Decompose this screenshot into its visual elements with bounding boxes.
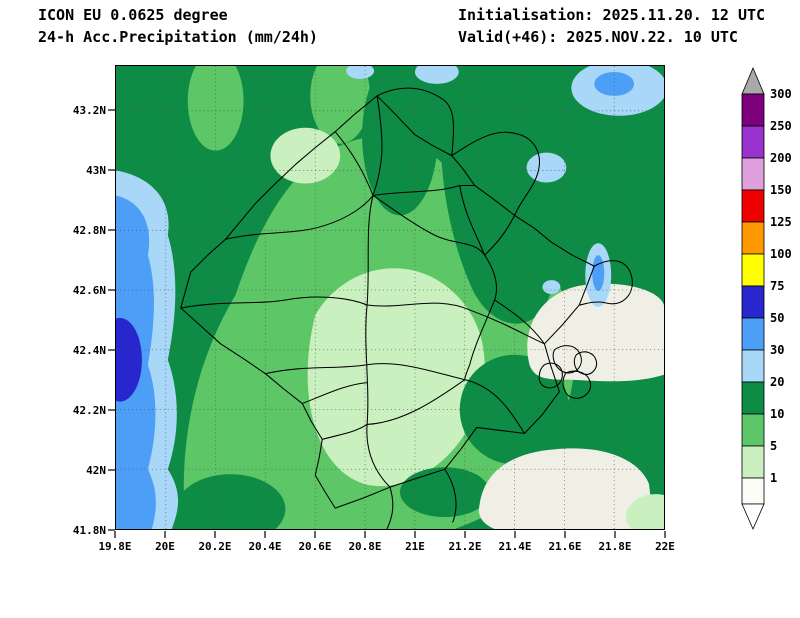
municipality-border [321, 423, 368, 440]
y-tick-label: 43N [86, 164, 106, 177]
precip-fill-layer [116, 66, 664, 529]
colorbar-label: 150 [770, 183, 792, 197]
y-tick-label: 41.8N [73, 524, 106, 537]
colorbar-segment [741, 125, 765, 159]
precip-region-30-50 [592, 255, 605, 292]
y-axis: 43.2N 43N 42.8N 42.6N 42.4N 42.2N 42N 41… [73, 104, 115, 537]
municipality-border [464, 299, 496, 381]
valid-time: Valid(+46): 2025.NOV.22. 10 UTC [458, 28, 738, 46]
y-tick-label: 42.8N [73, 224, 106, 237]
precip-region-50-75 [116, 317, 142, 402]
precip-region-10-20 [399, 467, 490, 518]
municipality-border [451, 131, 540, 216]
x-tick-label: 20E [155, 540, 175, 553]
colorbar-segment [741, 381, 765, 415]
precip-region-20-30 [414, 66, 459, 84]
colorbar-label: 75 [770, 279, 784, 293]
model-title: ICON EU 0.0625 degree [38, 6, 228, 24]
x-tick-label: 22E [655, 540, 675, 553]
x-tick-label: 20.6E [298, 540, 331, 553]
colorbar-label: 100 [770, 247, 792, 261]
municipality-border [334, 131, 374, 196]
municipality-border [578, 260, 633, 306]
precip-region-lt1 [478, 448, 655, 529]
municipality-border [444, 468, 457, 523]
colorbar-segment [741, 253, 765, 287]
precip-region-1-5 [626, 494, 664, 529]
colorbar-label: 5 [770, 439, 777, 453]
municipality-border [376, 87, 455, 157]
municipality-border [459, 184, 486, 256]
municipality-border [538, 362, 563, 389]
x-tick-label: 21.6E [548, 540, 581, 553]
colorbar-segment [741, 445, 765, 479]
municipality-border [573, 351, 598, 375]
x-tick-label: 20.4E [248, 540, 281, 553]
x-tick-label: 20.8E [348, 540, 381, 553]
x-tick-label: 19.8E [98, 540, 131, 553]
y-tick-label: 42.4N [73, 344, 106, 357]
precip-region-20-30 [346, 66, 375, 79]
precip-region-lt1 [527, 283, 664, 382]
y-tick-label: 42.6N [73, 284, 106, 297]
precip-region-10-20 [362, 66, 438, 216]
colorbar-label: 50 [770, 311, 784, 325]
colorbar-segment [741, 285, 765, 319]
colorbar-label: 300 [770, 87, 792, 101]
colorbar-segment [741, 93, 765, 127]
colorbar-segment [741, 477, 765, 505]
colorbar-label: 200 [770, 151, 792, 165]
municipality-border [372, 194, 498, 301]
colorbar-label: 1 [770, 471, 777, 485]
municipality-border [264, 363, 526, 434]
y-tick-label: 42N [86, 464, 106, 477]
x-tick-label: 20.2E [198, 540, 231, 553]
x-tick-label: 21.2E [448, 540, 481, 553]
colorbar-label: 30 [770, 343, 784, 357]
precip-region-5-10 [310, 66, 371, 144]
product-title: 24-h Acc.Precipitation (mm/24h) [38, 28, 318, 46]
colorbar-segment [741, 157, 765, 191]
precipitation-map [116, 66, 664, 529]
municipality-border [386, 486, 394, 529]
municipality-border [494, 299, 545, 345]
precip-region-20-30 [526, 152, 567, 183]
precip-region-30-50 [594, 71, 635, 96]
y-tick-label: 42.2N [73, 404, 106, 417]
municipality-border [366, 379, 466, 425]
colorbar-segment [741, 189, 765, 223]
x-tick-label: 21E [405, 540, 425, 553]
municipality-border [301, 382, 368, 405]
colorbar-segment [741, 349, 765, 383]
init-time: Initialisation: 2025.11.20. 12 UTC [458, 6, 766, 24]
grid-layer [116, 66, 664, 529]
municipality-border [484, 214, 516, 256]
x-tick-label: 21.8E [598, 540, 631, 553]
colorbar-segment [741, 317, 765, 351]
municipality-border [180, 296, 545, 345]
colorbar-label: 125 [770, 215, 792, 229]
precip-region-20-30 [542, 280, 561, 295]
colorbar-label: 250 [770, 119, 792, 133]
colorbar-segment [741, 221, 765, 255]
map-plot-area [115, 65, 665, 530]
precip-region-10-20 [175, 474, 286, 529]
colorbar: 300 250 200 150 125 100 75 50 30 20 10 5… [741, 66, 792, 530]
colorbar-underflow-triangle [741, 503, 765, 530]
municipality-border [562, 370, 592, 399]
precip-region-5-10 [187, 66, 244, 151]
colorbar-overflow-triangle [741, 66, 765, 95]
colorbar-label: 10 [770, 407, 784, 421]
boundary-layer [180, 87, 633, 529]
x-axis: 19.8E 20E 20.2E 20.4E 20.6E 20.8E 21E 21… [98, 531, 675, 553]
precip-region-10-20 [440, 98, 559, 324]
y-tick-label: 43.2N [73, 104, 106, 117]
x-tick-label: 21.4E [498, 540, 531, 553]
municipality-border [225, 184, 476, 240]
colorbar-segment [741, 413, 765, 447]
colorbar-label: 20 [770, 375, 784, 389]
